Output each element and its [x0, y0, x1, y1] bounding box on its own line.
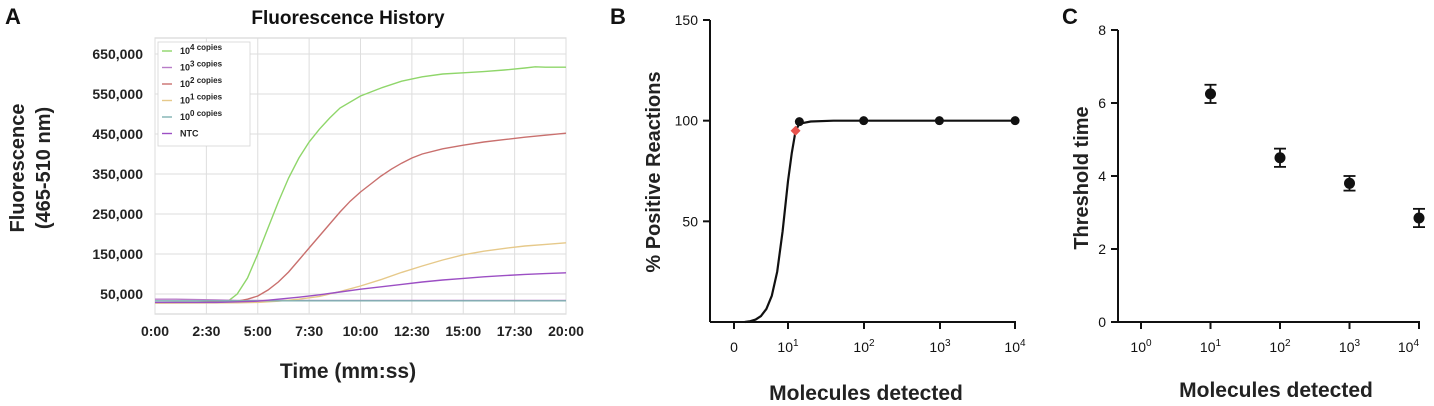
panel-b-letter: B — [610, 4, 626, 29]
chart-c-x-tick-label: 104 — [1398, 338, 1420, 355]
chart-b-ylabel: % Positive Reactions — [643, 71, 665, 272]
chart-c-data-point — [1344, 177, 1355, 189]
chart-c-axes: 0 2 4 6 8 100 101 102 103 104 — [1098, 22, 1420, 355]
chart-a-legend-entry: 104 copies — [180, 43, 223, 56]
chart-a-x-tick-label: 20:00 — [548, 323, 584, 339]
chart-b-y-tick-label: 150 — [675, 12, 699, 28]
chart-c-data-point — [1274, 152, 1286, 164]
chart-c-x-tick-label: 100 — [1130, 338, 1152, 355]
chart-a-legend: 104 copies 103 copies 102 copies 101 copies… — [157, 41, 251, 147]
chart-b-x-tick-label: 104 — [1004, 338, 1026, 355]
chart-a-y-tick-label: 250,000 — [92, 206, 143, 222]
chart-c-y-tick-label: 6 — [1098, 95, 1106, 111]
chart-b-data-point — [934, 116, 944, 126]
chart-c-y-tick-label: 8 — [1098, 22, 1106, 38]
chart-c-x-tick-label: 101 — [1200, 338, 1222, 355]
chart-b-data-point — [1010, 116, 1020, 126]
chart-a-legend-entry: NTC — [180, 129, 199, 139]
chart-a-legend-entry: 101 copies — [180, 93, 223, 106]
chart-a-x-tick-label: 15:00 — [445, 323, 481, 339]
chart-a-y-tick-label: 550,000 — [92, 86, 143, 102]
chart-b-lod-marker — [790, 125, 801, 136]
chart-a-series — [154, 66, 567, 304]
chart-b-x-tick-label: 102 — [853, 338, 875, 355]
chart-a-x-tick-label: 10:00 — [343, 323, 379, 339]
chart-a-y-tick-label: 50,000 — [100, 286, 143, 302]
chart-c-ylabel: Threshold time — [1071, 106, 1093, 249]
chart-b-y-tick-label: 50 — [682, 213, 698, 229]
chart-b-y-tick-label: 100 — [675, 113, 699, 129]
panel-a-letter: A — [5, 4, 21, 29]
chart-a-y-tick-label: 650,000 — [92, 46, 143, 62]
chart-b-axes: 50 100 150 0 101 102 103 104 — [675, 12, 1026, 355]
chart-c-plot — [1204, 83, 1425, 229]
chart-b-plot — [744, 116, 1020, 324]
chart-a-series-line — [155, 272, 567, 304]
chart-a-legend-entry: 103 copies — [180, 60, 223, 73]
chart-a-axes: 0:00 2:30 5:00 7:30 10:00 12:30 15:00 17:30 20:0… — [92, 46, 584, 339]
chart-b-data-point — [794, 117, 804, 127]
chart-b-x-tick-label: 103 — [929, 338, 951, 355]
chart-b-fit-curve — [744, 119, 1016, 324]
chart-b-x-tick-label: 0 — [730, 339, 738, 355]
chart-c-x-tick-label: 103 — [1339, 338, 1361, 355]
chart-b-data-point — [859, 116, 869, 126]
chart-a-x-tick-label: 12:30 — [394, 323, 430, 339]
chart-a-xlabel: Time (mm:ss) — [280, 360, 416, 383]
chart-a-legend-entry: 100 copies — [180, 109, 223, 122]
chart-a-legend-box — [157, 41, 251, 147]
chart-a-legend-entry: 102 copies — [180, 76, 223, 89]
chart-c-y-tick-label: 4 — [1098, 168, 1106, 184]
chart-c-y-tick-label: 2 — [1098, 241, 1106, 257]
chart-a-title: Fluorescence History — [251, 8, 445, 29]
chart-a-x-tick-label: 0:00 — [141, 323, 169, 339]
chart-c-data-point — [1413, 212, 1425, 224]
chart-a-x-tick-label: 5:00 — [244, 323, 272, 339]
chart-c-xlabel: Molecules detected — [1179, 379, 1373, 402]
chart-a-series-line — [155, 132, 567, 304]
chart-a-y-tick-label: 450,000 — [92, 126, 143, 142]
chart-a-ylabel-line2: (465-510 nm) — [33, 107, 55, 229]
chart-a-y-tick-label: 350,000 — [92, 166, 143, 182]
chart-a-x-tick-label: 2:30 — [192, 323, 220, 339]
chart-a-y-tick-label: 150,000 — [92, 246, 143, 262]
chart-c-data-point — [1205, 88, 1216, 100]
chart-a-series-line — [154, 66, 566, 304]
chart-b-x-tick-label: 101 — [777, 338, 799, 355]
chart-a-x-tick-label: 7:30 — [295, 323, 323, 339]
chart-c-x-tick-label: 102 — [1269, 338, 1291, 355]
panel-c-letter: C — [1062, 4, 1078, 29]
chart-b-xlabel: Molecules detected — [769, 382, 963, 405]
chart-c-y-tick-label: 0 — [1098, 314, 1106, 330]
chart-a-ylabel-line1: Fluorescence — [7, 104, 29, 233]
chart-a-x-tick-label: 17:30 — [497, 323, 533, 339]
